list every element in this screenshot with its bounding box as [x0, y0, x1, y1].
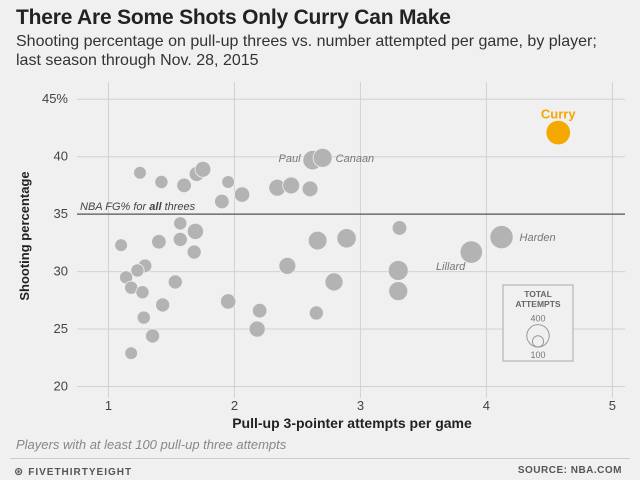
data-point	[130, 263, 145, 278]
chart-subtitle: Shooting percentage on pull-up threes vs…	[16, 33, 597, 69]
data-point	[459, 240, 483, 264]
data-point	[186, 222, 204, 240]
highlight-point	[545, 119, 571, 146]
data-point	[388, 281, 409, 302]
data-point	[336, 228, 357, 249]
data-point	[312, 147, 333, 168]
y-tick-label: 45%	[42, 91, 68, 106]
y-tick-label: 40	[54, 149, 68, 164]
data-point	[124, 346, 138, 360]
source-credit: SOURCE: NBA.COM	[517, 465, 622, 476]
data-point	[301, 180, 319, 198]
x-tick-label: 5	[609, 398, 616, 413]
data-point	[489, 225, 514, 250]
data-point	[221, 175, 235, 189]
x-tick-label: 2	[231, 398, 238, 413]
data-point	[391, 220, 408, 236]
y-tick-label: 25	[54, 321, 68, 336]
point-label: Canaan	[336, 153, 375, 165]
data-point	[151, 234, 167, 250]
data-point	[387, 260, 409, 281]
brand-logo[interactable]: ⊛ FIVETHIRTYEIGHT	[14, 465, 132, 478]
size-legend-value: 400	[530, 314, 545, 324]
point-label: Lillard	[436, 261, 466, 273]
data-point	[173, 216, 188, 231]
data-point	[167, 274, 183, 290]
data-point	[136, 310, 151, 325]
chart-footnote: Players with at least 100 pull-up three …	[16, 437, 287, 452]
data-point	[220, 293, 237, 310]
y-tick-label: 35	[54, 206, 68, 221]
data-point	[194, 161, 212, 178]
data-point	[307, 230, 328, 251]
data-point	[135, 285, 150, 300]
x-axis-title: Pull-up 3-pointer attempts per game	[232, 415, 472, 431]
data-point	[278, 256, 297, 275]
data-point	[214, 193, 230, 210]
x-tick-label: 4	[483, 398, 490, 413]
footer-divider	[10, 458, 630, 459]
x-tick-label: 1	[105, 398, 112, 413]
data-point	[133, 165, 147, 180]
x-tick-label: 3	[357, 398, 364, 413]
chart-title: There Are Some Shots Only Curry Can Make	[16, 6, 451, 29]
data-point	[114, 238, 128, 252]
data-point	[145, 328, 161, 344]
data-point	[155, 297, 171, 313]
data-point	[324, 272, 344, 292]
size-legend-circle-small	[531, 335, 545, 348]
y-axis-title: Shooting percentage	[17, 171, 32, 300]
size-legend-title: ATTEMPTS	[515, 299, 561, 309]
y-tick-label: 30	[54, 264, 68, 279]
point-label: Harden	[520, 232, 556, 244]
data-point	[186, 244, 202, 260]
data-point	[172, 231, 188, 247]
size-legend-value: 100	[530, 350, 545, 360]
size-legend-title: TOTAL	[524, 289, 552, 299]
data-point	[233, 186, 251, 203]
data-point	[251, 302, 268, 319]
y-tick-label: 20	[54, 379, 68, 394]
point-label: Paul	[279, 153, 302, 165]
fox-logo-icon: ⊛	[14, 466, 25, 478]
nba-average-label: NBA FG% for all threes	[80, 201, 196, 213]
data-point	[308, 305, 324, 321]
data-point	[248, 320, 266, 338]
data-point	[154, 174, 169, 189]
size-legend-box	[502, 284, 574, 362]
brand-name: FIVETHIRTYEIGHT	[28, 467, 133, 478]
data-point	[176, 177, 192, 194]
point-label: Curry	[541, 107, 576, 122]
data-point	[282, 176, 301, 195]
